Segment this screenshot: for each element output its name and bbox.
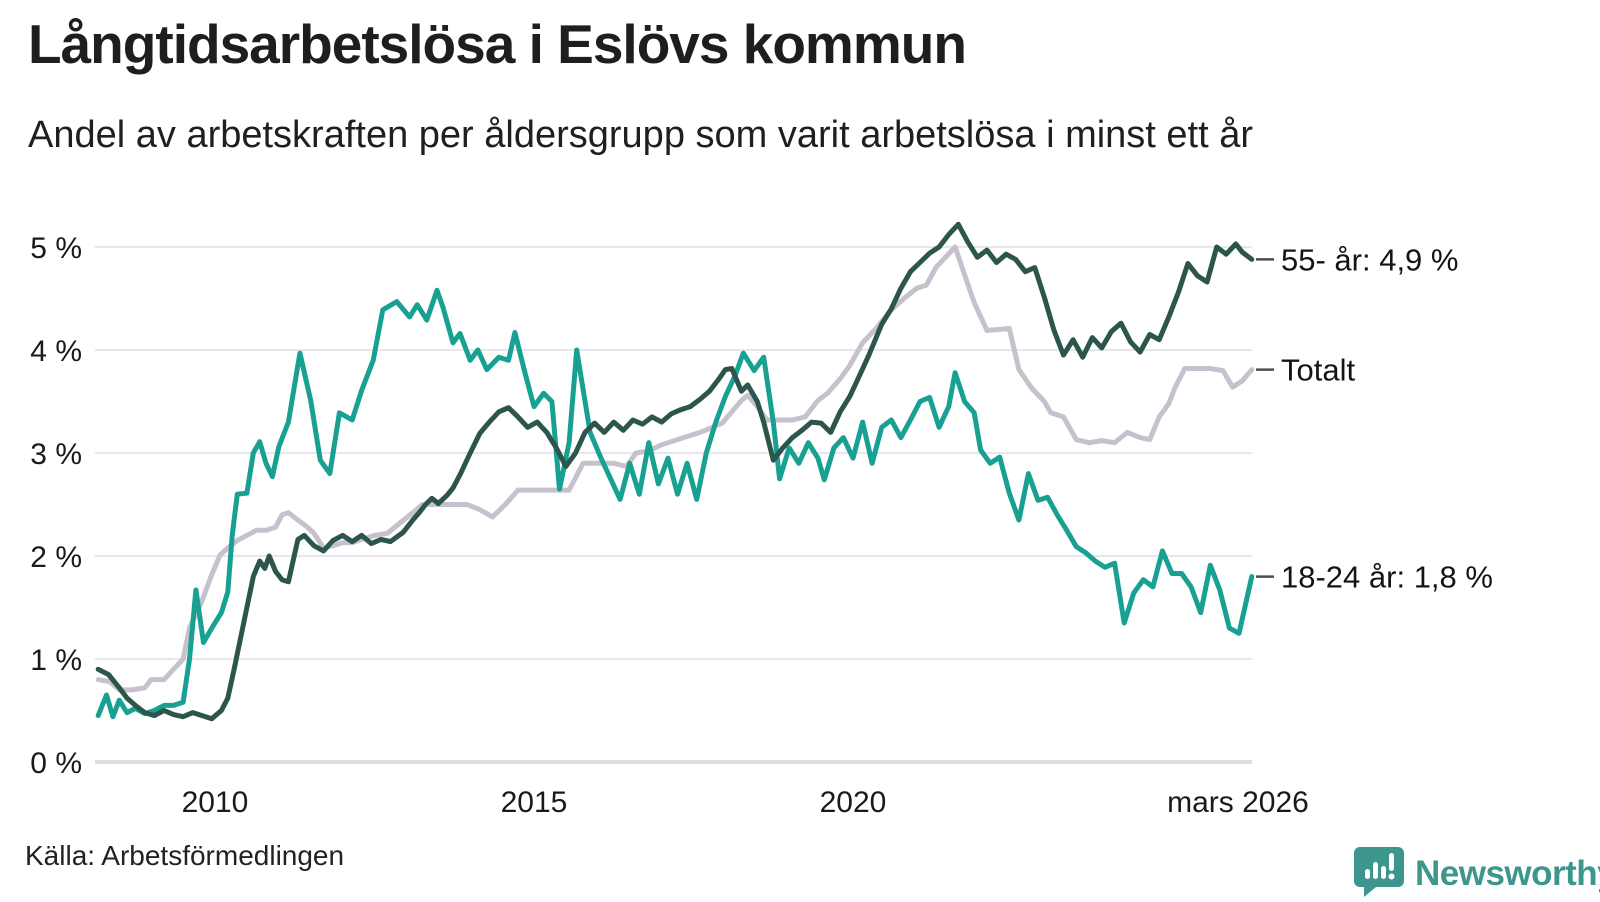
x-tick-label: mars 2026 <box>1167 786 1309 819</box>
source-note: Källa: Arbetsförmedlingen <box>25 840 345 871</box>
page-title: Långtidsarbetslösa i Eslövs kommun <box>28 13 967 75</box>
y-tick-label: 0 % <box>30 747 82 780</box>
series-line-Totalt <box>95 244 1255 693</box>
newsworthy-logo: Newsworthy <box>1354 845 1600 902</box>
y-tick-label: 5 % <box>30 232 82 265</box>
x-tick-label: 2010 <box>182 786 249 819</box>
chart-subtitle: Andel av arbetskraften per åldersgrupp s… <box>28 114 1254 156</box>
series-line-55-r <box>95 221 1255 722</box>
series-label-18-24r: 18-24 år: 1,8 % <box>1281 560 1493 595</box>
speech-bubble-bar-chart-icon <box>1354 845 1404 902</box>
x-tick-label: 2020 <box>820 786 887 819</box>
series-label-55-r: 55- år: 4,9 % <box>1281 242 1458 277</box>
y-tick-label: 1 % <box>30 644 82 677</box>
series-label-Totalt: Totalt <box>1281 353 1355 388</box>
y-tick-label: 3 % <box>30 438 82 471</box>
y-tick-label: 2 % <box>30 541 82 574</box>
x-tick-label: 2015 <box>501 786 568 819</box>
series-line-18-24r <box>95 287 1255 720</box>
brand-name: Newsworthy <box>1415 853 1600 893</box>
y-tick-label: 4 % <box>30 335 82 368</box>
